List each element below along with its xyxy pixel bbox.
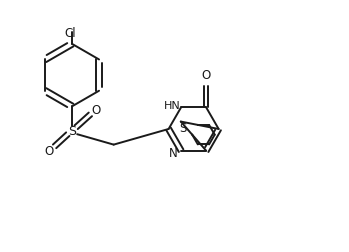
Text: Cl: Cl [65, 26, 76, 40]
Text: HN: HN [164, 100, 181, 110]
Text: N: N [169, 146, 178, 159]
Text: O: O [45, 145, 54, 158]
Text: O: O [91, 104, 100, 117]
Text: S: S [68, 125, 76, 138]
Text: O: O [201, 69, 211, 82]
Text: S: S [179, 122, 186, 135]
